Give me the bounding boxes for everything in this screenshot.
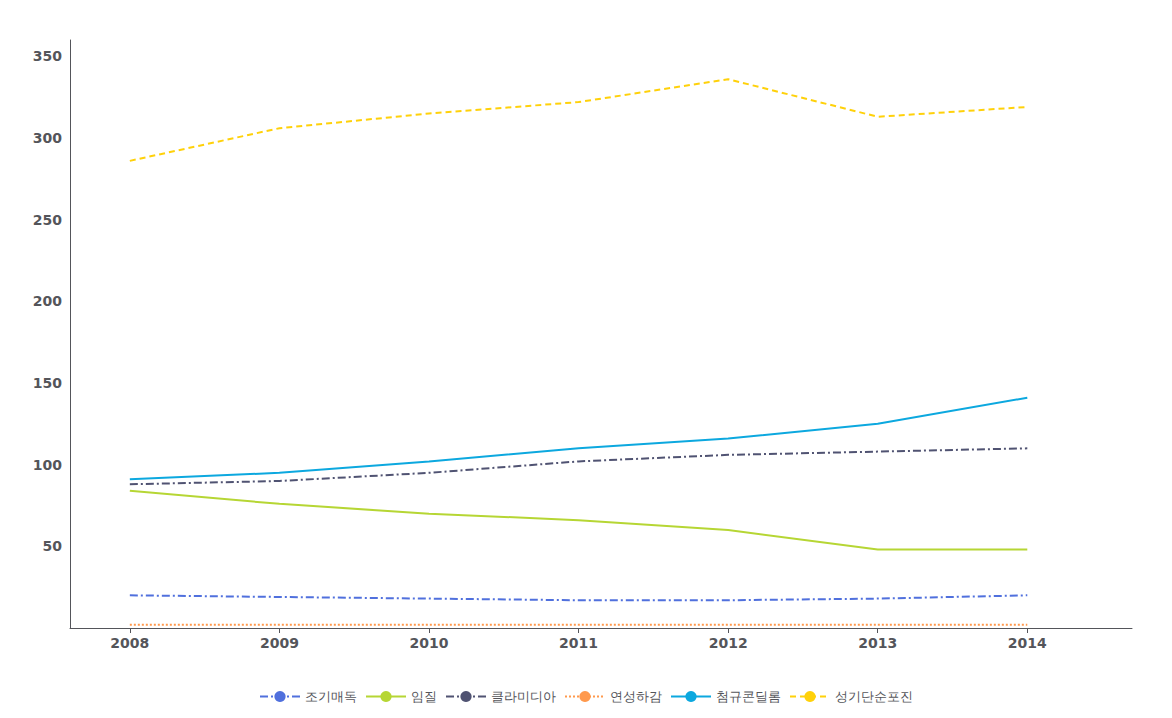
svg-text:50: 50 — [43, 538, 63, 554]
svg-text:조기매독: 조기매독 — [305, 689, 357, 704]
svg-text:2012: 2012 — [709, 635, 748, 651]
svg-text:350: 350 — [33, 48, 62, 64]
svg-text:2014: 2014 — [1008, 635, 1047, 651]
svg-text:2010: 2010 — [410, 635, 449, 651]
svg-text:2008: 2008 — [110, 635, 149, 651]
svg-text:임질: 임질 — [411, 689, 437, 704]
svg-text:100: 100 — [33, 457, 62, 473]
svg-text:2013: 2013 — [858, 635, 897, 651]
svg-text:성기단순포진: 성기단순포진 — [835, 689, 913, 704]
svg-text:200: 200 — [33, 293, 62, 309]
svg-text:150: 150 — [33, 375, 62, 391]
svg-text:클라미디아: 클라미디아 — [491, 689, 556, 704]
svg-text:첨규콘딜롬: 첨규콘딜롬 — [716, 689, 781, 704]
svg-text:250: 250 — [33, 212, 62, 228]
svg-text:300: 300 — [33, 130, 62, 146]
svg-text:2009: 2009 — [260, 635, 299, 651]
svg-text:연성하감: 연성하감 — [610, 689, 662, 704]
svg-text:2011: 2011 — [559, 635, 598, 651]
